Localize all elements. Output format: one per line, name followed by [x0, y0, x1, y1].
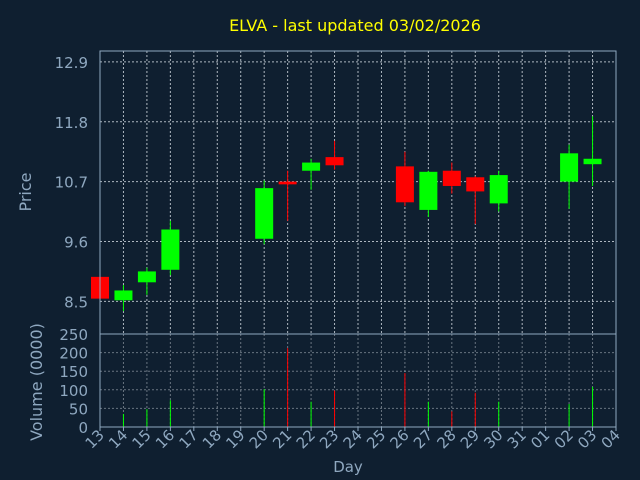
candle-body [325, 157, 344, 166]
x-tick-label: 03 [574, 426, 600, 452]
price-tick-label: 10.7 [55, 174, 88, 192]
x-tick-label: 30 [480, 426, 506, 452]
candle-body [442, 170, 461, 186]
candle-body [419, 171, 438, 210]
candle-23 [325, 140, 344, 170]
candlestick-series [91, 116, 602, 312]
candle-body [161, 229, 180, 270]
volume-tick-label: 100 [59, 382, 88, 400]
x-tick-label: 14 [105, 426, 131, 452]
candle-14 [114, 285, 133, 312]
chart-title: ELVA - last updated 03/02/2026 [229, 16, 481, 35]
price-grid [100, 51, 616, 334]
candle-03 [583, 116, 602, 186]
price-tick-label: 11.8 [55, 114, 88, 132]
x-tick-label: 20 [246, 426, 272, 452]
x-tick-label: 23 [316, 426, 342, 452]
x-tick-label: 28 [433, 426, 459, 452]
candle-20 [255, 180, 274, 245]
x-tick-label: 16 [152, 426, 178, 452]
candle-26 [395, 151, 414, 207]
candle-body [466, 177, 485, 192]
price-y-ticks: 12.9 11.8 10.7 9.6 8.5 [55, 54, 88, 311]
x-tick-label: 17 [175, 426, 201, 452]
x-tick-label: 31 [504, 426, 530, 452]
candle-body [114, 290, 133, 301]
x-tick-label: 26 [387, 426, 413, 452]
x-tick-label: 27 [410, 426, 436, 452]
candle-15 [137, 267, 156, 295]
candle-body [278, 181, 297, 185]
candle-body [302, 162, 321, 171]
x-tick-label: 15 [129, 426, 155, 452]
x-tick-label: 18 [199, 426, 225, 452]
candle-28 [442, 162, 461, 194]
volume-tick-label: 50 [69, 400, 88, 418]
volume-tick-label: 150 [59, 363, 88, 381]
x-tick-label: 01 [527, 426, 553, 452]
candle-30 [489, 170, 508, 212]
x-tick-label: 25 [363, 426, 389, 452]
candle-body [583, 158, 602, 165]
x-tick-label: 21 [269, 426, 295, 452]
volume-tick-label: 0 [78, 419, 88, 437]
candle-22 [302, 158, 321, 190]
candle-21 [278, 170, 297, 221]
volume-tick-label: 200 [59, 345, 88, 363]
price-tick-label: 9.6 [64, 233, 88, 251]
price-tick-label: 8.5 [64, 293, 88, 311]
candle-02 [560, 144, 579, 209]
x-tick-label: 29 [457, 426, 483, 452]
candle-body [489, 175, 508, 204]
candle-27 [419, 170, 438, 217]
volume-bar-series [99, 348, 594, 427]
price-axis-label: Price [16, 172, 35, 211]
x-tick-label: 24 [340, 426, 366, 452]
price-tick-label: 12.9 [55, 54, 88, 72]
candle-body [255, 188, 274, 239]
day-axis-label: Day [333, 458, 363, 476]
candle-body [137, 271, 156, 283]
x-tick-label: 19 [222, 426, 248, 452]
volume-axis-label: Volume (0000) [27, 323, 46, 441]
x-tick-label: 02 [551, 426, 577, 452]
x-tick-label: 04 [598, 426, 624, 452]
candle-16 [161, 220, 180, 276]
candle-body [395, 166, 414, 203]
day-x-ticks: 1314151617181920212223242526272829303101… [82, 426, 624, 452]
volume-grid [100, 334, 616, 427]
candle-29 [466, 176, 485, 225]
volume-tick-label: 250 [59, 326, 88, 344]
x-tick-label: 22 [293, 426, 319, 452]
candle-body [560, 153, 579, 182]
